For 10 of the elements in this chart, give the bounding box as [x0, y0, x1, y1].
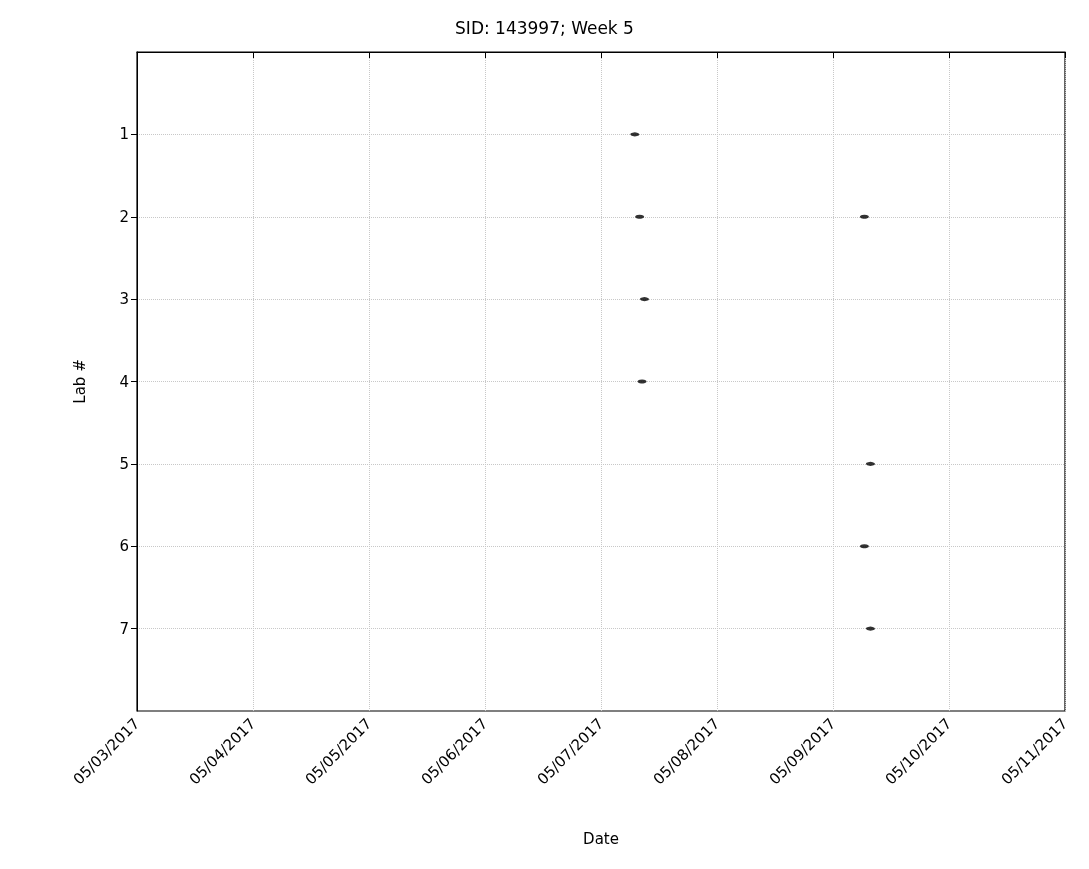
y-tick-label: 1 [119, 125, 129, 144]
x-axis-title: Date [583, 829, 619, 848]
y-tick-label: 3 [119, 290, 129, 309]
chart-title: SID: 143997; Week 5 [455, 17, 634, 38]
y-tick-label: 2 [119, 207, 129, 226]
y-tick-label: 6 [119, 537, 129, 556]
y-axis-title: Lab # [70, 359, 89, 404]
y-tick-label: 4 [119, 372, 129, 391]
y-tick-label: 5 [119, 454, 129, 473]
y-tick-label: 7 [119, 619, 129, 638]
